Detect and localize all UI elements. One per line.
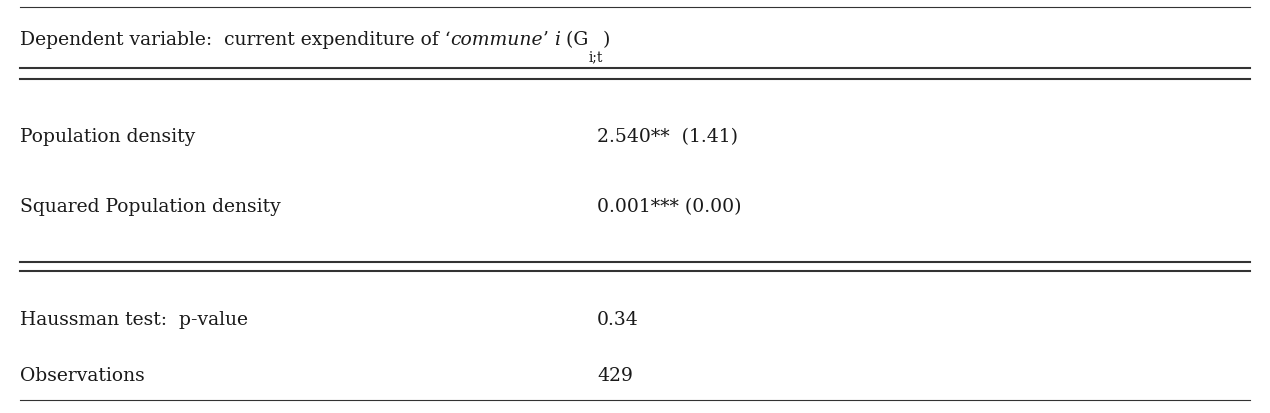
Text: i;t: i;t [589,50,603,64]
Text: 0.34: 0.34 [597,310,639,328]
Text: i: i [554,31,560,49]
Text: 2.540**  (1.41): 2.540** (1.41) [597,128,738,146]
Text: ’: ’ [542,31,555,49]
Text: Squared Population density: Squared Population density [20,197,281,216]
Text: (G: (G [560,31,589,49]
Text: Observations: Observations [20,366,145,384]
Text: Dependent variable:  current expenditure of ‘: Dependent variable: current expenditure … [20,31,451,49]
Text: commune: commune [450,31,542,49]
Text: Population density: Population density [20,128,196,146]
Text: ): ) [603,31,611,49]
Text: 0.001*** (0.00): 0.001*** (0.00) [597,197,742,216]
Text: Haussman test:  p-value: Haussman test: p-value [20,310,249,328]
Text: 429: 429 [597,366,632,384]
